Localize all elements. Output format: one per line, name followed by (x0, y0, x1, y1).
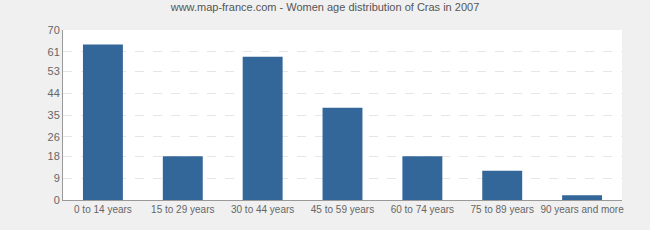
svg-text:9: 9 (54, 172, 60, 184)
svg-text:18: 18 (48, 150, 60, 162)
svg-text:35: 35 (48, 109, 60, 121)
svg-text:70: 70 (48, 24, 60, 36)
svg-text:90 years and more: 90 years and more (540, 204, 624, 215)
svg-text:60 to 74 years: 60 to 74 years (391, 204, 454, 215)
svg-text:15 to 29 years: 15 to 29 years (151, 204, 214, 215)
svg-text:0: 0 (54, 194, 60, 206)
svg-text:44: 44 (48, 87, 60, 99)
svg-text:26: 26 (48, 131, 60, 143)
svg-text:53: 53 (48, 65, 60, 77)
svg-text:75 to 89 years: 75 to 89 years (471, 204, 534, 215)
svg-text:30 to 44 years: 30 to 44 years (231, 204, 294, 215)
svg-text:0 to 14 years: 0 to 14 years (74, 204, 132, 215)
svg-text:61: 61 (48, 46, 60, 58)
svg-text:45 to 59 years: 45 to 59 years (311, 204, 374, 215)
svg-text:www.map-france.com - Women age: www.map-france.com - Women age distribut… (170, 1, 480, 13)
